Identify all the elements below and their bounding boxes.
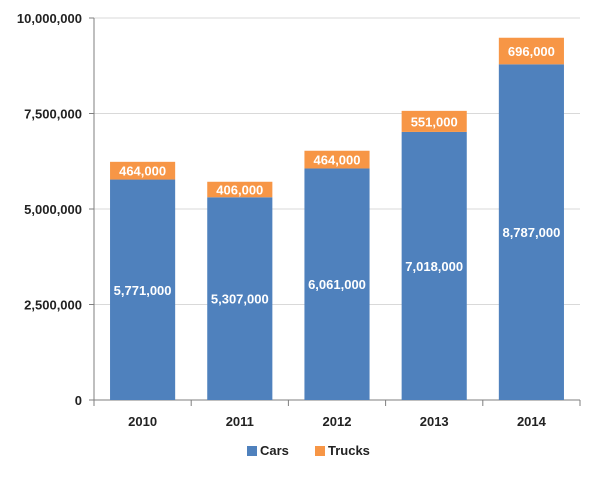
data-label-cars-2011: 5,307,000: [211, 292, 269, 307]
bar-trucks-2014: [498, 37, 564, 65]
x-tick-label: 2013: [420, 414, 449, 429]
x-tick-label: 2011: [226, 414, 254, 429]
y-tick-label: 0: [75, 393, 82, 408]
bar-cars-2012: [304, 168, 370, 400]
bar-cars-2014: [498, 64, 564, 400]
x-tick-label: 2012: [323, 414, 352, 429]
y-tick-label: 7,500,000: [24, 107, 82, 122]
bar-trucks-2011: [207, 181, 273, 198]
data-label-cars-2012: 6,061,000: [308, 277, 366, 292]
data-label-cars-2010: 5,771,000: [114, 283, 172, 298]
data-label-trucks-2010: 464,000: [119, 164, 166, 179]
bar-cars-2011: [207, 197, 273, 400]
legend-swatch-cars: [247, 446, 257, 456]
bar-trucks-2013: [401, 110, 467, 132]
legend-swatch-trucks: [315, 446, 325, 456]
data-label-trucks-2014: 696,000: [508, 44, 555, 59]
bar-cars-2013: [401, 131, 467, 400]
data-label-cars-2013: 7,018,000: [405, 259, 463, 274]
bar-trucks-2010: [110, 161, 176, 180]
data-label-cars-2014: 8,787,000: [502, 225, 560, 240]
x-tick-label: 2010: [128, 414, 157, 429]
data-label-trucks-2012: 464,000: [314, 153, 361, 168]
y-tick-label: 2,500,000: [24, 298, 82, 313]
data-label-trucks-2013: 551,000: [411, 114, 458, 129]
legend-label-cars: Cars: [260, 443, 289, 458]
x-tick-label: 2014: [517, 414, 547, 429]
legend-label-trucks: Trucks: [328, 443, 370, 458]
y-tick-label: 10,000,000: [17, 11, 82, 26]
bar-cars-2010: [110, 179, 176, 400]
data-label-trucks-2011: 406,000: [216, 183, 263, 198]
bar-trucks-2012: [304, 150, 370, 169]
y-tick-label: 5,000,000: [24, 202, 82, 217]
